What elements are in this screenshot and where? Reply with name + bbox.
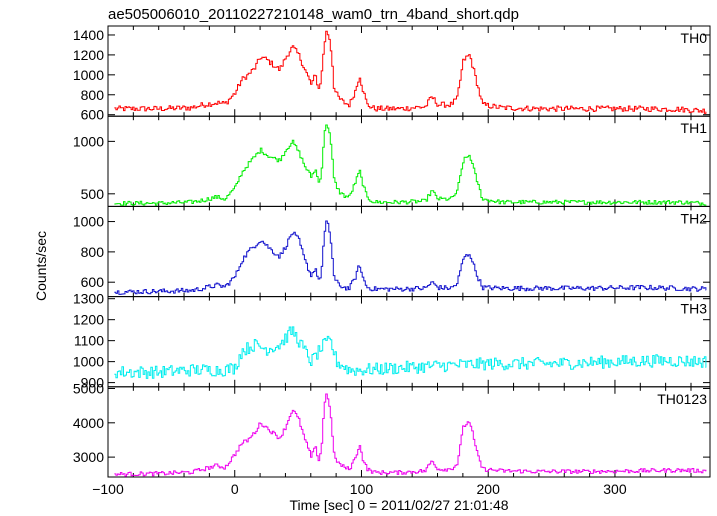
- panel-frame-TH0123: [107, 386, 711, 478]
- panel-frame-TH1: [107, 115, 711, 207]
- series-line-TH2: [114, 220, 707, 295]
- y-tick-label-TH2: 800: [81, 244, 105, 260]
- y-tick-label-TH3: 900: [81, 375, 105, 391]
- chart-title: ae505006010_20110227210148_wam0_trn_4ban…: [108, 6, 519, 23]
- panel-label-TH2: TH2: [681, 210, 708, 226]
- y-tick-label-TH3: 1200: [73, 312, 104, 328]
- series-line-TH3: [114, 326, 707, 379]
- y-tick-label-TH0: 600: [81, 107, 105, 123]
- y-tick-label-TH0123: 4000: [73, 415, 104, 431]
- y-tick-label-TH0: 800: [81, 87, 105, 103]
- x-tick-label: 100: [350, 481, 374, 497]
- series-line-TH1: [114, 124, 707, 206]
- panel-frame-TH0: [107, 25, 711, 117]
- x-tick-label: 0: [231, 481, 239, 497]
- x-tick-label: −100: [92, 481, 124, 497]
- y-tick-label-TH1: 1000: [73, 133, 104, 149]
- panel-label-TH3: TH3: [681, 301, 708, 317]
- series-line-TH0: [114, 30, 707, 114]
- x-tick-label: 300: [603, 481, 627, 497]
- panel-label-TH0123: TH0123: [657, 391, 707, 407]
- y-tick-label-TH1: 500: [81, 186, 105, 202]
- y-tick-label-TH0123: 5000: [73, 381, 104, 397]
- y-tick-label-TH0: 1400: [73, 27, 104, 43]
- y-tick-label-TH3: 1100: [74, 333, 104, 349]
- y-tick-label-TH3: 1300: [73, 291, 104, 307]
- panel-label-TH0: TH0: [681, 30, 708, 46]
- y-axis-label: Counts/sec: [33, 231, 49, 301]
- y-tick-label-TH0: 1200: [73, 47, 104, 63]
- y-tick-label-TH2: 1000: [73, 214, 104, 230]
- x-tick-label: 200: [477, 481, 501, 497]
- panel-label-TH1: TH1: [681, 120, 708, 136]
- y-tick-label-TH3: 1000: [73, 354, 104, 370]
- y-tick-label-TH0123: 3000: [73, 449, 104, 465]
- series-line-TH0123: [114, 393, 707, 477]
- panel-frame-TH2: [107, 205, 711, 298]
- x-axis-label: Time [sec] 0 = 2011/02/27 21:01:48: [289, 497, 508, 513]
- y-tick-label-TH0: 1000: [73, 67, 104, 83]
- y-tick-label-TH2: 600: [81, 274, 105, 290]
